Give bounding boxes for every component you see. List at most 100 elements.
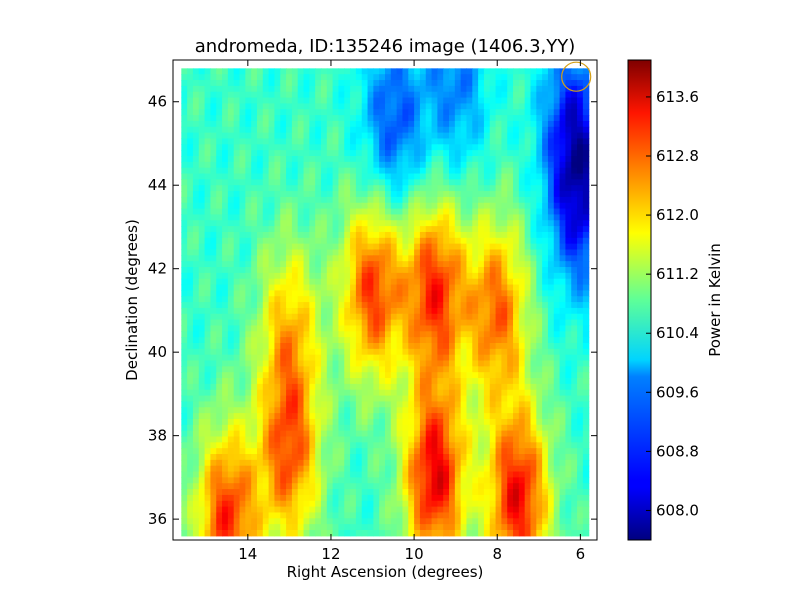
- heatmap-cell: [501, 471, 508, 478]
- heatmap-cell: [437, 348, 444, 356]
- heatmap-cell: [373, 465, 380, 473]
- heatmap-cell: [239, 231, 246, 239]
- heatmap-cell: [478, 418, 485, 426]
- heatmap-cell: [297, 307, 305, 315]
- heatmap-cell: [233, 103, 241, 110]
- heatmap-cell: [198, 243, 206, 251]
- heatmap-cell: [227, 237, 235, 245]
- heatmap-cell: [542, 120, 549, 128]
- heatmap-cell: [483, 243, 491, 251]
- heatmap-cell: [542, 378, 549, 385]
- heatmap-cell: [437, 442, 444, 449]
- heatmap-cell: [414, 296, 421, 303]
- heatmap-cell: [332, 150, 340, 157]
- heatmap-cell: [344, 267, 351, 274]
- heatmap-cell: [489, 191, 497, 198]
- heatmap-cell: [449, 150, 456, 157]
- heatmap-cell: [332, 284, 340, 291]
- heatmap-cell: [460, 173, 468, 180]
- heatmap-cell: [204, 185, 212, 192]
- heatmap-cell: [577, 307, 584, 315]
- heatmap-cell: [245, 255, 252, 262]
- heatmap-cell: [291, 91, 299, 99]
- heatmap-cell: [198, 319, 206, 327]
- heatmap-cell: [547, 325, 555, 332]
- heatmap-cell: [280, 465, 287, 473]
- heatmap-cell: [262, 459, 270, 467]
- heatmap-cell: [559, 243, 567, 251]
- heatmap-cell: [262, 243, 270, 251]
- heatmap-cell: [530, 313, 537, 321]
- heatmap-cell: [286, 156, 293, 163]
- heatmap-cell: [239, 302, 246, 309]
- heatmap-cell: [571, 237, 578, 245]
- heatmap-cell: [437, 448, 444, 455]
- heatmap-cell: [233, 424, 241, 432]
- heatmap-cell: [385, 360, 392, 367]
- heatmap-cell: [565, 167, 572, 175]
- heatmap-cell: [478, 302, 485, 309]
- heatmap-cell: [274, 97, 281, 105]
- heatmap-cell: [274, 255, 281, 262]
- heatmap-cell: [489, 372, 497, 379]
- heatmap-cell: [565, 196, 572, 204]
- heatmap-cell: [396, 144, 404, 151]
- heatmap-cell: [565, 243, 572, 251]
- heatmap-cell: [303, 302, 310, 309]
- heatmap-cell: [449, 91, 456, 99]
- heatmap-cell: [414, 407, 421, 414]
- heatmap-cell: [222, 132, 229, 140]
- heatmap-cell: [431, 97, 438, 105]
- heatmap-cell: [268, 442, 276, 449]
- heatmap-cell: [210, 167, 217, 175]
- heatmap-cell: [536, 109, 543, 116]
- heatmap-cell: [518, 68, 526, 75]
- heatmap-cell: [582, 319, 590, 327]
- heatmap-cell: [251, 278, 258, 286]
- heatmap-cell: [385, 413, 392, 420]
- heatmap-cell: [245, 74, 252, 81]
- heatmap-cell: [315, 401, 322, 408]
- heatmap-cell: [513, 477, 520, 484]
- heatmap-cell: [443, 342, 450, 350]
- heatmap-cell: [187, 448, 194, 455]
- heatmap-cell: [367, 465, 374, 473]
- heatmap-cell: [320, 68, 328, 75]
- heatmap-cell: [286, 109, 293, 116]
- heatmap-cell: [390, 150, 398, 157]
- heatmap-cell: [466, 290, 473, 297]
- heatmap-cell: [501, 144, 508, 151]
- heatmap-cell: [216, 272, 223, 280]
- heatmap-cell: [396, 366, 404, 373]
- heatmap-cell: [379, 161, 386, 169]
- heatmap-cell: [571, 126, 578, 134]
- heatmap-cell: [309, 448, 316, 455]
- heatmap-cell: [536, 413, 543, 420]
- heatmap-cell: [571, 465, 578, 473]
- heatmap-cell: [437, 226, 444, 233]
- heatmap-cell: [483, 342, 491, 350]
- heatmap-cell: [239, 389, 246, 397]
- heatmap-cell: [355, 167, 363, 175]
- heatmap-cell: [274, 109, 281, 116]
- heatmap-cell: [303, 144, 310, 151]
- heatmap-cell: [251, 325, 258, 332]
- heatmap-cell: [239, 378, 246, 385]
- heatmap-cell: [280, 191, 287, 198]
- heatmap-cell: [431, 290, 438, 297]
- heatmap-cell: [385, 366, 392, 373]
- heatmap-cell: [309, 202, 316, 210]
- heatmap-cell: [524, 214, 532, 221]
- heatmap-cell: [547, 465, 555, 473]
- heatmap-cell: [571, 173, 578, 180]
- heatmap-cell: [425, 74, 433, 81]
- heatmap-cell: [414, 255, 421, 262]
- heatmap-cell: [431, 161, 438, 169]
- heatmap-cell: [332, 80, 340, 87]
- heatmap-cell: [379, 407, 386, 414]
- heatmap-cell: [355, 401, 363, 408]
- heatmap-cell: [338, 109, 345, 116]
- heatmap-cell: [309, 115, 316, 122]
- heatmap-cell: [559, 337, 567, 344]
- heatmap-cell: [338, 214, 345, 221]
